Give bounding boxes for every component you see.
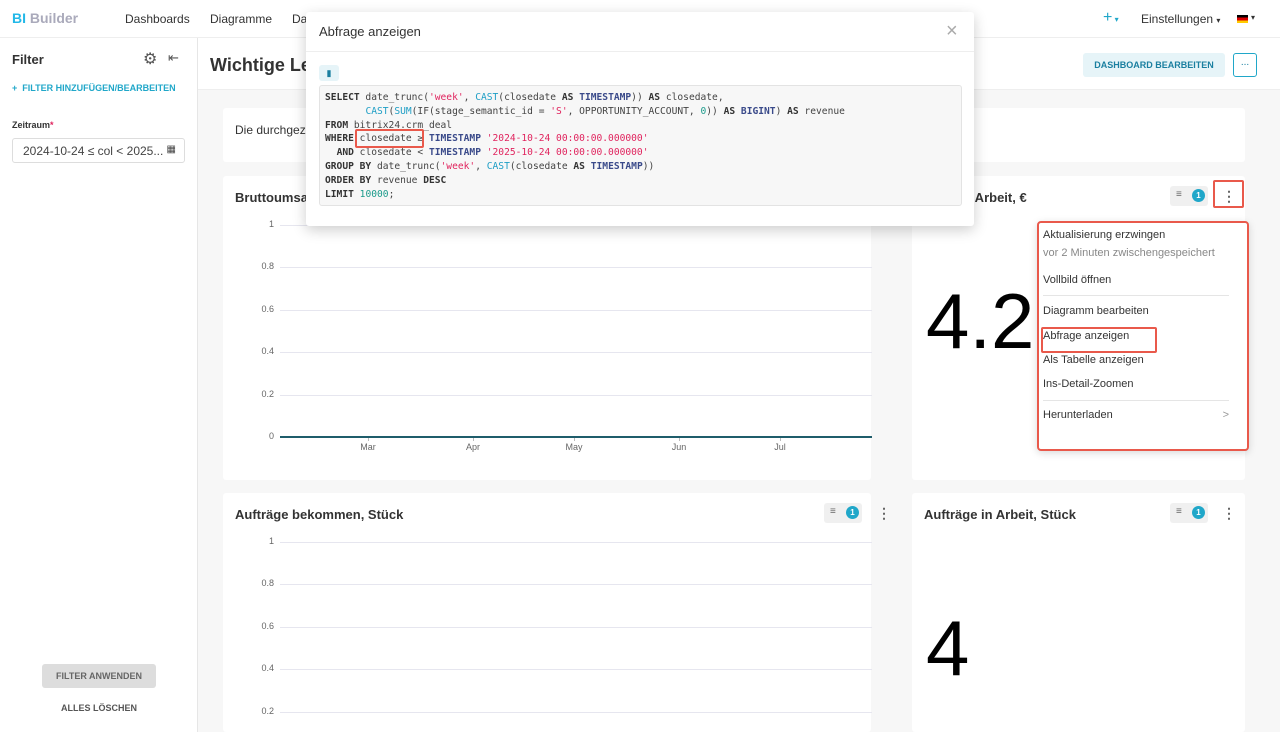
nav-dashboards[interactable]: Dashboards [125,12,190,26]
y-tick-label: 0.8 [261,261,274,272]
filter-icon: ≡ [1176,189,1182,200]
logo[interactable]: BI Builder [12,10,79,26]
sql-query-code: SELECT date_trunc('week', CAST(closedate… [319,85,962,206]
kebab-menu-icon[interactable]: ⋮ [1222,505,1236,521]
highlight-box [355,129,424,148]
x-tick-mark [574,437,575,441]
kpi-card-orders-in-progress: Aufträge in Arbeit, Stück ≡ 1 ⋮ 4 [912,493,1245,732]
menu-view-query[interactable]: Abfrage anzeigen [1043,330,1130,342]
filter-indicator[interactable]: ≡ 1 [1170,503,1208,523]
highlight-box [1213,180,1244,208]
menu-download[interactable]: Herunterladen > [1043,409,1229,421]
nav-datasets[interactable]: Da [292,12,308,26]
y-tick-label: 0.6 [261,303,274,314]
chart-title: Aufträge bekommen, Stück [235,507,404,522]
x-tick-label: Jun [671,442,687,452]
kpi-value: 4.2 [926,277,1035,365]
filter-icon: ≡ [1176,506,1182,517]
menu-force-refresh[interactable]: Aktualisierung erzwingen [1043,229,1166,241]
note-text: Die durchgezo [235,123,313,137]
kpi-value: 4 [926,604,970,692]
y-tick-label: 0.2 [261,705,274,716]
menu-divider [1043,400,1229,401]
collapse-icon[interactable]: ⇤ [168,50,179,65]
add-new-button[interactable]: + ▾ [1103,9,1119,26]
gear-icon[interactable]: ⚙ [143,51,158,68]
chart-title: Bruttoumsat [235,190,313,205]
close-icon[interactable]: × [946,20,958,42]
edit-dashboard-button[interactable]: DASHBOARD BEARBEITEN [1083,53,1225,77]
gridline [280,394,872,396]
apply-filter-button[interactable]: FILTER ANWENDEN [42,664,156,688]
kebab-menu-icon[interactable]: ⋮ [1222,188,1236,204]
gridline [280,309,872,311]
modal-title: Abfrage anzeigen [319,24,421,39]
y-tick-label: 0.8 [261,578,274,589]
chart-card-revenue: Bruttoumsat 1 0.8 0.6 0.4 0.2 0 Mar Apr May Jun Ju… [223,176,872,480]
menu-view-as-table[interactable]: Als Tabelle anzeigen [1043,354,1144,366]
settings-menu[interactable]: Einstellungen ▾ [1141,12,1221,26]
filter-indicator[interactable]: ≡ 1 [1170,186,1208,206]
x-tick-label: Mar [360,442,376,452]
add-filter-button[interactable]: + FILTER HINZUFÜGEN/BEARBEITEN [12,83,176,93]
calendar-icon: ▦ [166,144,176,155]
x-tick-label: May [565,442,583,452]
x-tick-mark [368,437,369,441]
filter-sidebar: Filter ⚙ ⇤ + FILTER HINZUFÜGEN/BEARBEITE… [0,38,198,732]
x-tick-mark [780,437,781,441]
filter-icon: ≡ [830,506,836,517]
y-tick-label: 0.6 [261,620,274,631]
chart-card-orders-received: Aufträge bekommen, Stück ≡ 1 ⋮ 1 0.8 0.6 0.4… [223,493,891,732]
series-line [280,436,872,438]
x-tick-label: Apr [465,442,480,452]
kpi-title: in Arbeit, € [960,190,1027,205]
gridline [280,669,872,671]
x-tick-mark [679,437,680,441]
clear-all-button[interactable]: ALLES LÖSCHEN [60,703,137,713]
filter-title: Filter [12,52,44,67]
menu-cached-info: vor 2 Minuten zwischengespeichert [1043,247,1215,259]
menu-divider [1043,295,1229,296]
zeitraum-label: Zeitraum* [12,120,54,130]
chart-context-menu: Aktualisierung erzwingen vor 2 Minuten z… [1037,221,1249,451]
x-tick-mark [473,437,474,441]
y-tick-label: 0 [268,431,274,441]
modal-divider [306,51,974,52]
language-chevron-icon[interactable]: ▾ [1251,13,1256,22]
y-tick-label: 0.4 [261,346,274,357]
filter-indicator[interactable]: ≡ 1 [824,503,862,523]
gridline [280,626,872,628]
gridline [280,542,872,543]
y-tick-label: 0.4 [261,663,274,674]
de-flag-icon[interactable] [1237,15,1248,23]
copy-clipboard-icon[interactable]: ▮ [319,65,339,81]
gridline [280,352,872,354]
y-tick-label: 1 [268,536,274,546]
nav-diagramme[interactable]: Diagramme [210,12,273,26]
zeitraum-input[interactable]: 2024-10-24 ≤ col < 2025... ▦ [12,138,185,163]
menu-drill-to-detail[interactable]: Ins-Detail-Zoomen [1043,378,1134,390]
view-query-modal: Abfrage anzeigen × ▮ SELECT date_trunc('… [306,12,974,226]
line-chart: 1 0.8 0.6 0.4 0.2 [223,493,872,732]
gridline [280,267,872,269]
gridline [280,584,872,586]
menu-fullscreen[interactable]: Vollbild öffnen [1043,274,1112,286]
chevron-right-icon: > [1222,409,1229,421]
line-chart: 1 0.8 0.6 0.4 0.2 0 Mar Apr May Jun Jul [223,176,872,480]
highlight-box [1041,327,1157,353]
y-tick-label: 0.2 [261,388,274,399]
dashboard-title: Wichtige Lei [210,55,316,75]
more-options-button[interactable]: ... [1233,53,1257,77]
menu-edit-chart[interactable]: Diagramm bearbeiten [1043,305,1149,317]
gridline [280,711,872,713]
kebab-menu-icon[interactable]: ⋮ [877,505,891,521]
y-tick-label: 1 [268,219,274,229]
kpi-title: Aufträge in Arbeit, Stück [924,507,1076,522]
x-tick-label: Jul [774,442,786,452]
